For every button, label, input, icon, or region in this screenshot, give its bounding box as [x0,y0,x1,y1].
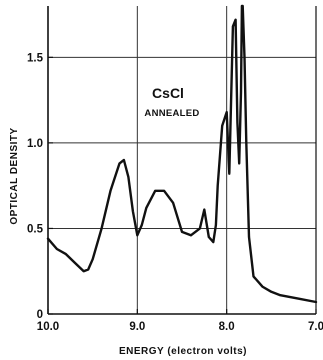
x-tick-label: 10.0 [37,321,59,333]
x-tick-label: 7.0 [308,321,323,333]
y-tick-label: 1.5 [27,52,44,64]
chart-subtitle: ANNEALED [144,108,199,119]
x-tick-label: 8.0 [219,321,235,333]
tick-labels: 10.0 9.0 8.0 7.0 0 0.5 1.0 1.5 [27,52,323,333]
x-axis-label: ENERGY (electron volts) [119,346,247,357]
x-tick-label: 9.0 [129,321,145,333]
chart-title: CsCl [152,85,184,101]
y-tick-label: 0.5 [27,223,44,235]
y-tick-label: 0 [37,309,43,321]
series-line [46,4,318,304]
y-axis-label: OPTICAL DENSITY [9,127,20,224]
y-tick-label: 1.0 [27,138,43,150]
